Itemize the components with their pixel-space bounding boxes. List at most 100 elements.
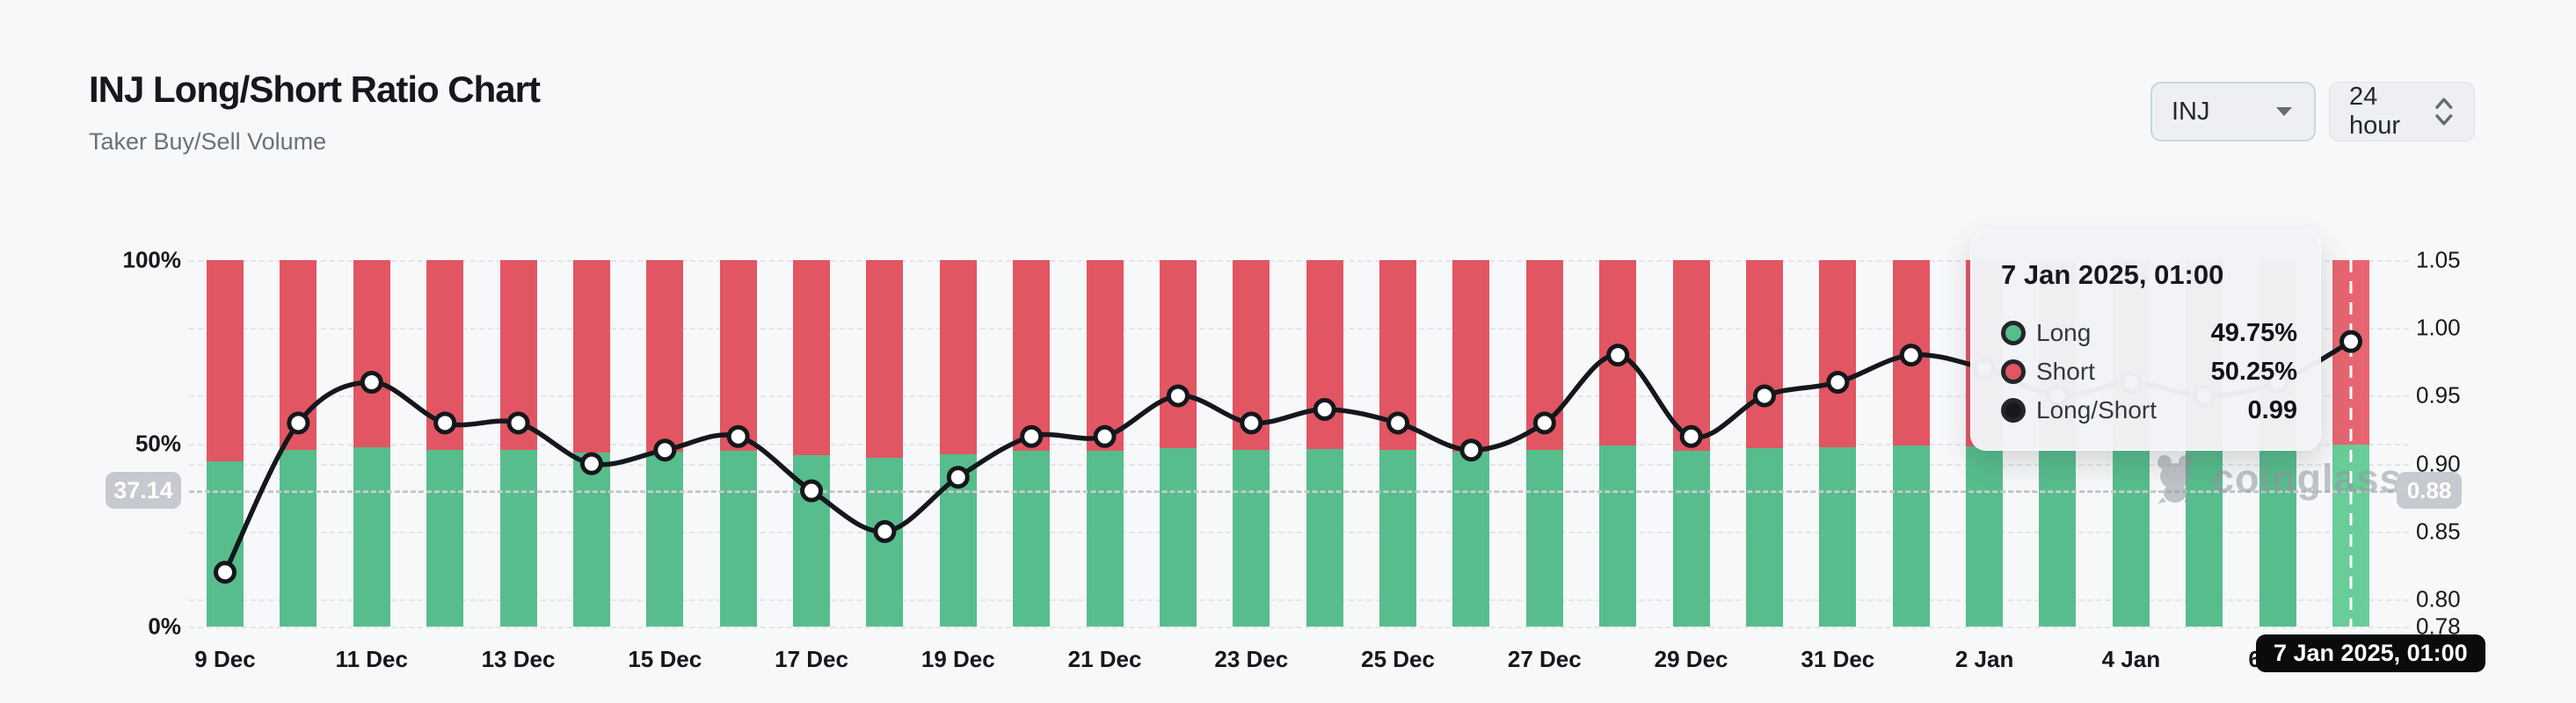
long-bar[interactable] <box>1159 447 1197 627</box>
long-bar[interactable] <box>353 446 390 627</box>
current-value-dashed-line <box>189 490 2409 494</box>
long-bar[interactable] <box>1233 450 1270 627</box>
symbol-select-value: INJ <box>2172 97 2210 126</box>
short-bar[interactable] <box>1525 260 1563 451</box>
x-axis-label: 25 Dec <box>1361 646 1435 672</box>
right-axis-marker-badge: 0.88 <box>2397 472 2462 509</box>
watermark: coinglass <box>2150 453 2403 504</box>
interval-select-value: 24 hour <box>2349 83 2401 140</box>
long-bar[interactable] <box>646 452 684 627</box>
tooltip-row-ratio: Long/Short 0.99 <box>2001 391 2297 430</box>
short-marker-icon <box>2001 359 2026 384</box>
long-bar[interactable] <box>1892 445 1930 627</box>
short-bar[interactable] <box>353 260 390 447</box>
tooltip-value: 50.25% <box>2210 357 2297 386</box>
long-bar[interactable] <box>719 451 757 627</box>
short-bar[interactable] <box>793 260 831 455</box>
short-bar[interactable] <box>1086 260 1124 452</box>
x-axis-label: 21 Dec <box>1067 646 1142 672</box>
long-bar[interactable] <box>1672 451 1710 627</box>
long-bar[interactable] <box>939 453 977 627</box>
long-marker-icon <box>2001 321 2026 345</box>
x-axis-label: 27 Dec <box>1507 646 1582 672</box>
x-axis-label: 15 Dec <box>628 646 702 672</box>
tooltip-date: 7 Jan 2025, 01:00 <box>2001 259 2224 290</box>
short-bar[interactable] <box>1892 260 1930 446</box>
short-bar[interactable] <box>2332 260 2369 445</box>
short-bar[interactable] <box>426 260 464 451</box>
long-bar[interactable] <box>499 450 537 627</box>
short-bar[interactable] <box>719 260 757 452</box>
long-bar[interactable] <box>1379 450 1417 627</box>
x-axis-label: 13 Dec <box>481 646 556 672</box>
short-bar[interactable] <box>1672 260 1710 452</box>
left-axis-marker-badge: 37.14 <box>106 472 181 509</box>
ratio-axis-label: 1.00 <box>2416 314 2461 341</box>
x-axis-label: 17 Dec <box>775 646 848 672</box>
long-bar[interactable] <box>2112 446 2150 627</box>
long-bar[interactable] <box>793 454 831 627</box>
x-axis-label: 9 Dec <box>194 646 256 672</box>
updown-chevron-icon <box>2435 98 2453 126</box>
short-bar[interactable] <box>866 260 904 459</box>
ratio-axis-label: 0.85 <box>2416 518 2461 545</box>
long-bar[interactable] <box>1745 447 1783 627</box>
symbol-select[interactable]: INJ <box>2150 82 2316 141</box>
x-axis-label: 4 Jan <box>2101 646 2161 672</box>
short-bar[interactable] <box>1233 260 1270 451</box>
long-bar[interactable] <box>426 450 464 627</box>
long-bar[interactable] <box>2039 447 2077 627</box>
x-axis-label: 11 Dec <box>335 646 408 672</box>
gridline <box>189 260 2409 262</box>
tooltip-label: Long/Short <box>2036 396 2157 424</box>
short-bar[interactable] <box>280 260 317 451</box>
x-axis-label: 29 Dec <box>1654 646 1728 672</box>
short-bar[interactable] <box>1452 260 1490 453</box>
gridline <box>189 627 2409 628</box>
short-bar[interactable] <box>499 260 537 451</box>
ratio-axis-label: 0.95 <box>2416 381 2461 409</box>
long-bar[interactable] <box>1306 448 1343 627</box>
long-bar[interactable] <box>207 461 244 627</box>
interval-select[interactable]: 24 hour <box>2329 82 2475 141</box>
short-bar[interactable] <box>1159 260 1197 448</box>
short-bar[interactable] <box>1306 260 1343 449</box>
long-bar[interactable] <box>280 450 317 627</box>
short-bar[interactable] <box>1819 260 1857 447</box>
y-axis-label: 0% <box>148 612 181 640</box>
short-bar[interactable] <box>572 260 610 453</box>
ratio-axis-label: 1.05 <box>2416 246 2461 273</box>
long-bar[interactable] <box>1819 446 1857 627</box>
page-title: INJ Long/Short Ratio Chart <box>89 69 541 110</box>
ratio-axis-label: 0.80 <box>2416 585 2461 612</box>
coinglass-logo-icon <box>2158 455 2193 504</box>
tooltip-row-long: Long 49.75% <box>2001 314 2297 352</box>
tooltip-label: Short <box>2036 358 2095 385</box>
short-bar[interactable] <box>207 260 244 462</box>
long-bar[interactable] <box>1452 452 1490 627</box>
chart-tooltip: 7 Jan 2025, 01:00 Long 49.75% Short 50.2… <box>1970 230 2321 451</box>
x-axis-label: 2 Jan <box>1954 646 2014 672</box>
x-axis-label: 19 Dec <box>921 646 995 672</box>
long-bar[interactable] <box>1086 451 1124 627</box>
long-bar[interactable] <box>866 458 904 627</box>
short-bar[interactable] <box>1599 260 1637 446</box>
caret-down-icon <box>2276 107 2292 116</box>
page-subtitle: Taker Buy/Sell Volume <box>89 128 327 155</box>
gridline <box>189 328 2409 330</box>
short-bar[interactable] <box>1013 260 1051 452</box>
long-bar[interactable] <box>1013 451 1051 627</box>
short-bar[interactable] <box>1745 260 1783 448</box>
short-bar[interactable] <box>646 260 684 453</box>
x-axis-label: 23 Dec <box>1214 646 1289 672</box>
short-bar[interactable] <box>939 260 977 454</box>
long-bar[interactable] <box>1966 446 2004 627</box>
tooltip-value: 0.99 <box>2247 395 2297 424</box>
tooltip-row-short: Short 50.25% <box>2001 352 2297 391</box>
short-bar[interactable] <box>1379 260 1417 451</box>
watermark-text: coinglass <box>2212 456 2403 501</box>
long-bar[interactable] <box>1599 445 1637 627</box>
long-bar[interactable] <box>1525 450 1563 627</box>
long-bar[interactable] <box>572 453 610 627</box>
